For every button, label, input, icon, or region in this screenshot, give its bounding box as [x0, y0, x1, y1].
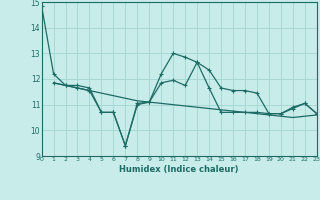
- X-axis label: Humidex (Indice chaleur): Humidex (Indice chaleur): [119, 165, 239, 174]
